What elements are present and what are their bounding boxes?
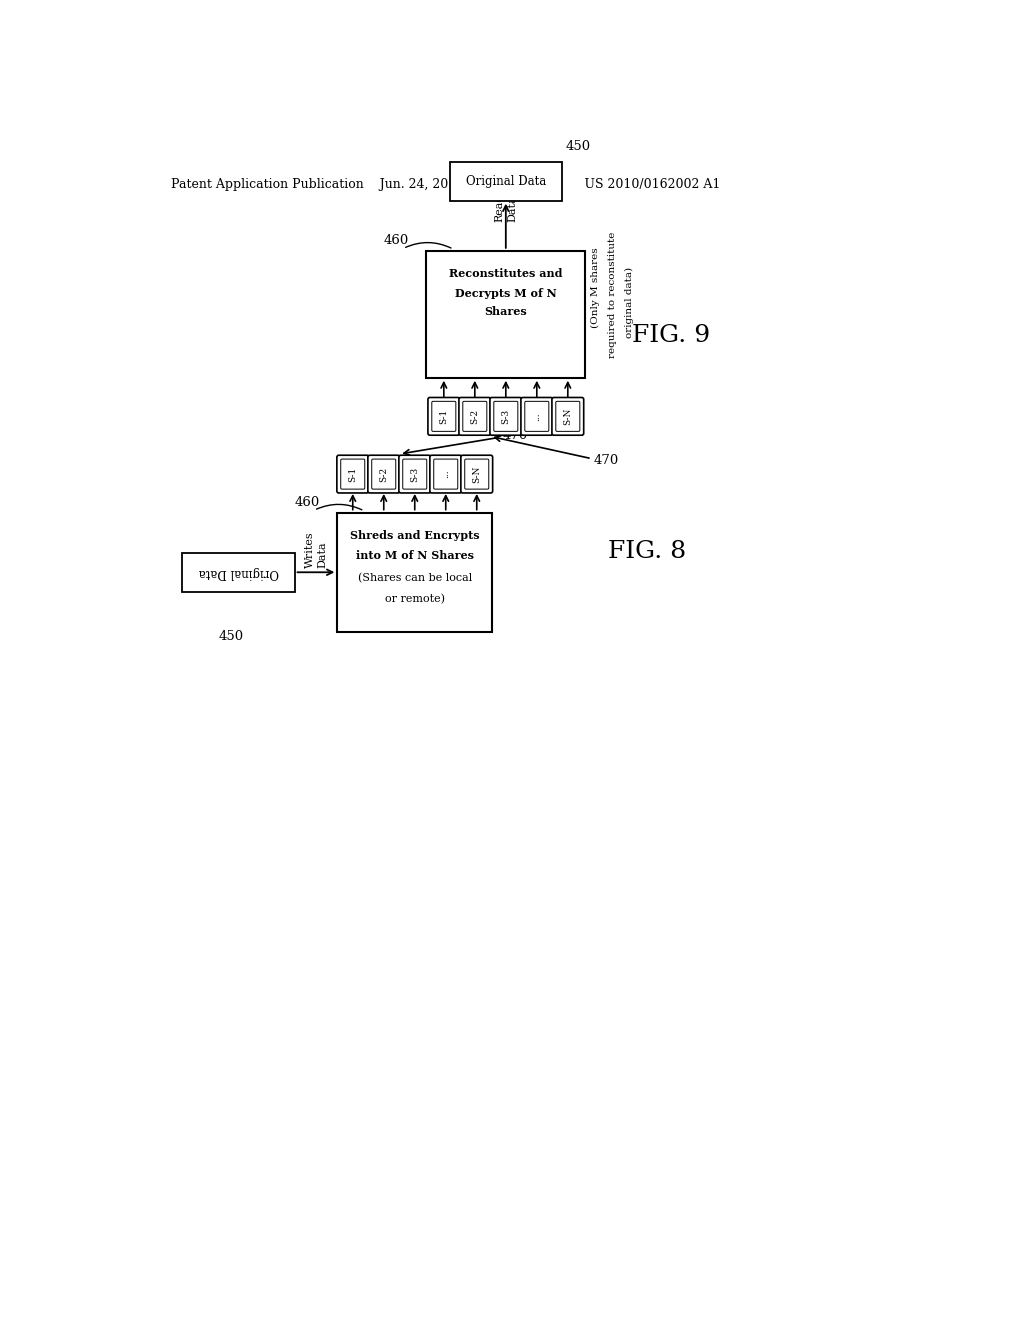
FancyBboxPatch shape	[450, 162, 562, 201]
FancyBboxPatch shape	[428, 397, 460, 436]
Text: Reads: Reads	[495, 187, 505, 222]
FancyBboxPatch shape	[434, 459, 458, 490]
FancyBboxPatch shape	[461, 455, 493, 492]
Text: S-3: S-3	[502, 409, 510, 424]
Text: Writes: Writes	[305, 532, 314, 569]
FancyBboxPatch shape	[556, 401, 580, 432]
Text: (Shares can be local: (Shares can be local	[357, 573, 472, 583]
Text: Original Data: Original Data	[199, 566, 279, 578]
FancyBboxPatch shape	[521, 397, 553, 436]
Text: or remote): or remote)	[385, 594, 444, 603]
FancyBboxPatch shape	[432, 401, 456, 432]
FancyBboxPatch shape	[182, 553, 295, 591]
FancyBboxPatch shape	[341, 459, 365, 490]
Text: Data: Data	[317, 541, 327, 569]
Text: (Only M shares: (Only M shares	[591, 247, 600, 327]
Text: 450: 450	[566, 140, 591, 153]
Text: original data): original data)	[625, 267, 634, 338]
FancyBboxPatch shape	[402, 459, 427, 490]
FancyBboxPatch shape	[489, 397, 521, 436]
FancyBboxPatch shape	[552, 397, 584, 436]
Text: ...: ...	[441, 470, 451, 478]
FancyBboxPatch shape	[426, 251, 586, 378]
Text: S-2: S-2	[470, 409, 479, 424]
FancyBboxPatch shape	[368, 455, 399, 492]
Text: FIG. 8: FIG. 8	[608, 540, 687, 562]
Text: 460: 460	[295, 496, 319, 508]
Text: S-1: S-1	[348, 466, 357, 482]
Text: S-N: S-N	[472, 466, 481, 483]
Text: Shares: Shares	[484, 306, 527, 317]
Text: ...: ...	[532, 412, 542, 421]
Text: S-3: S-3	[411, 466, 419, 482]
Text: 470: 470	[593, 454, 618, 467]
Text: Patent Application Publication    Jun. 24, 2010  Sheet 8 of 20       US 2010/016: Patent Application Publication Jun. 24, …	[171, 178, 720, 190]
FancyBboxPatch shape	[463, 401, 486, 432]
Text: required to reconstitute: required to reconstitute	[607, 232, 616, 358]
FancyBboxPatch shape	[459, 397, 490, 436]
Text: Data: Data	[507, 195, 517, 222]
FancyBboxPatch shape	[465, 459, 488, 490]
Text: S-1: S-1	[439, 409, 449, 424]
Text: 450: 450	[218, 630, 244, 643]
Text: 470: 470	[503, 429, 527, 442]
Text: S-2: S-2	[379, 466, 388, 482]
Text: Shreds and Encrypts: Shreds and Encrypts	[350, 529, 479, 541]
Text: FIG. 9: FIG. 9	[632, 323, 710, 347]
FancyBboxPatch shape	[494, 401, 518, 432]
FancyBboxPatch shape	[337, 512, 493, 632]
Text: S-N: S-N	[563, 408, 572, 425]
FancyBboxPatch shape	[337, 455, 369, 492]
FancyBboxPatch shape	[399, 455, 431, 492]
Text: Reconstitutes and: Reconstitutes and	[450, 268, 562, 279]
Text: Decrypts M of N: Decrypts M of N	[455, 288, 557, 298]
FancyBboxPatch shape	[372, 459, 395, 490]
FancyBboxPatch shape	[525, 401, 549, 432]
FancyBboxPatch shape	[430, 455, 462, 492]
Text: Original Data: Original Data	[466, 176, 546, 187]
Text: into M of N Shares: into M of N Shares	[355, 549, 474, 561]
Text: 460: 460	[384, 234, 409, 247]
